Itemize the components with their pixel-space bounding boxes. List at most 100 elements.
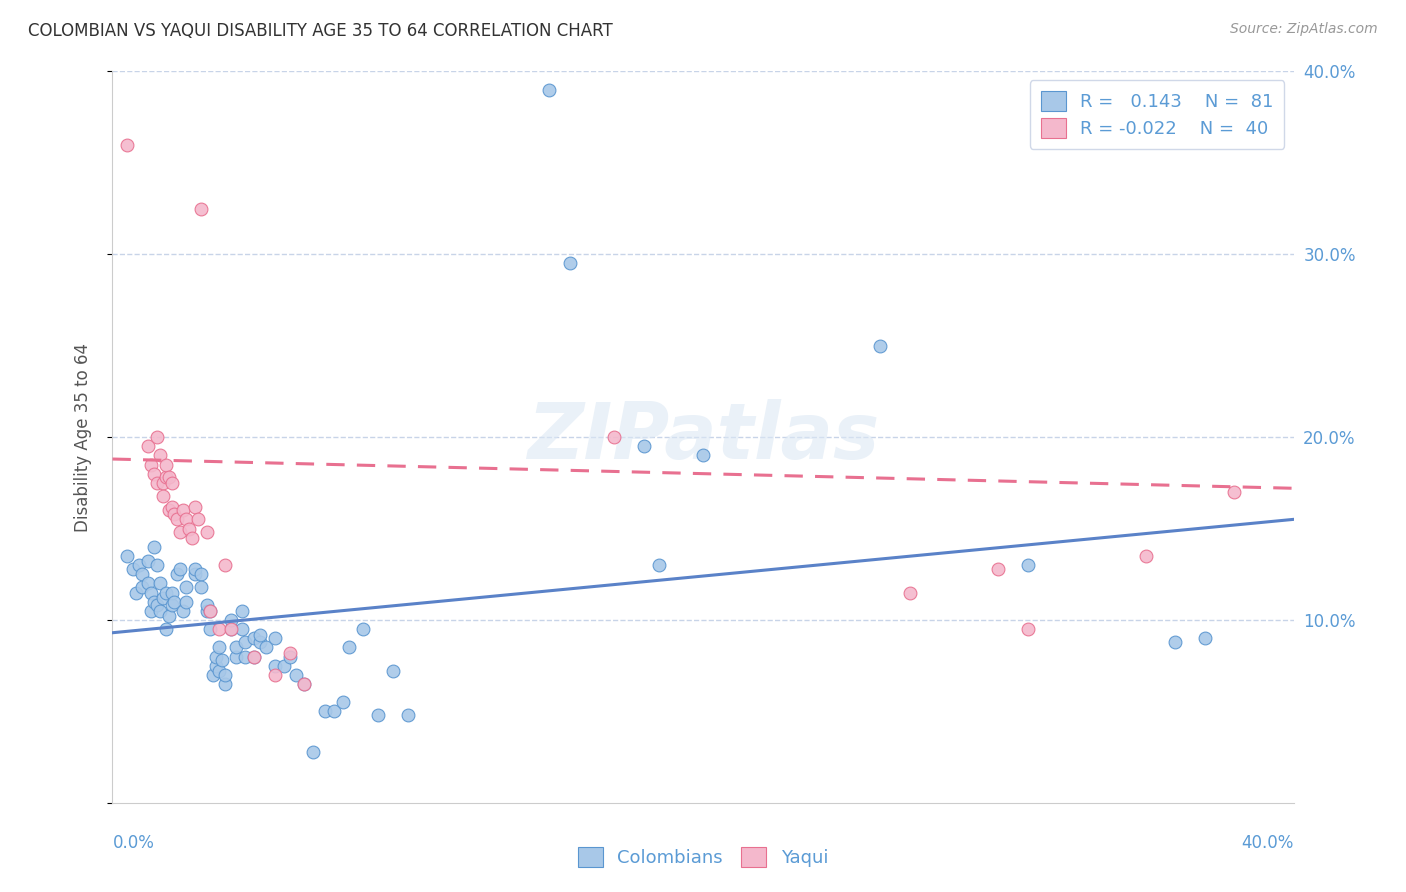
Point xyxy=(211,653,233,667)
Text: 0.0%: 0.0% xyxy=(112,834,155,852)
Point xyxy=(146,430,169,444)
Point xyxy=(278,649,301,664)
Point xyxy=(187,512,209,526)
Point xyxy=(205,658,228,673)
Point xyxy=(149,449,172,463)
Point xyxy=(243,632,266,646)
Point xyxy=(172,503,194,517)
Point xyxy=(243,649,266,664)
Point xyxy=(146,599,169,613)
Point xyxy=(233,649,256,664)
Y-axis label: Disability Age 35 to 64: Disability Age 35 to 64 xyxy=(73,343,91,532)
Point xyxy=(146,475,169,490)
Point xyxy=(254,640,277,655)
Point xyxy=(190,567,212,582)
Point xyxy=(184,567,207,582)
Point xyxy=(208,664,231,678)
Point xyxy=(603,430,626,444)
Point xyxy=(987,562,1010,576)
Point xyxy=(208,622,231,636)
Point xyxy=(214,558,236,573)
Point xyxy=(208,640,231,655)
Point xyxy=(195,525,218,540)
Point xyxy=(249,635,271,649)
Point xyxy=(157,470,180,484)
Point xyxy=(284,667,307,681)
Point xyxy=(155,585,177,599)
Legend: Colombians, Yaqui: Colombians, Yaqui xyxy=(571,839,835,874)
Point xyxy=(219,622,242,636)
Point xyxy=(292,677,315,691)
Point xyxy=(136,439,159,453)
Point xyxy=(179,521,201,535)
Point xyxy=(149,604,172,618)
Point xyxy=(647,558,671,573)
Point xyxy=(195,604,218,618)
Point xyxy=(184,562,207,576)
Point xyxy=(166,567,188,582)
Point xyxy=(1223,485,1246,500)
Point xyxy=(205,649,228,664)
Point xyxy=(243,649,266,664)
Point xyxy=(264,632,287,646)
Point xyxy=(337,640,360,655)
Point xyxy=(155,622,177,636)
Point xyxy=(139,585,162,599)
Point xyxy=(1017,622,1039,636)
Point xyxy=(332,695,354,709)
Point xyxy=(633,439,655,453)
Point xyxy=(160,475,183,490)
Point xyxy=(157,503,180,517)
Point xyxy=(249,627,271,641)
Point xyxy=(1017,558,1039,573)
Point xyxy=(219,622,242,636)
Point xyxy=(174,512,197,526)
Point xyxy=(367,708,389,723)
Point xyxy=(323,705,346,719)
Point xyxy=(1135,549,1157,563)
Point xyxy=(174,594,197,608)
Point xyxy=(181,531,204,545)
Point xyxy=(157,609,180,624)
Text: COLOMBIAN VS YAQUI DISABILITY AGE 35 TO 64 CORRELATION CHART: COLOMBIAN VS YAQUI DISABILITY AGE 35 TO … xyxy=(28,22,613,40)
Point xyxy=(225,640,247,655)
Point xyxy=(169,562,191,576)
Point xyxy=(198,604,221,618)
Point xyxy=(128,558,150,573)
Point xyxy=(125,585,148,599)
Point xyxy=(190,202,212,216)
Point xyxy=(231,622,253,636)
Point xyxy=(117,549,138,563)
Point xyxy=(382,664,405,678)
Point xyxy=(149,576,172,591)
Point xyxy=(136,554,159,568)
Point xyxy=(139,604,162,618)
Point xyxy=(152,489,174,503)
Point xyxy=(302,745,325,759)
Point xyxy=(233,635,256,649)
Point xyxy=(396,708,419,723)
Point xyxy=(898,585,921,599)
Legend: R =   0.143    N =  81, R = -0.022    N =  40: R = 0.143 N = 81, R = -0.022 N = 40 xyxy=(1029,80,1285,149)
Point xyxy=(160,500,183,514)
Text: 40.0%: 40.0% xyxy=(1241,834,1294,852)
Point xyxy=(152,475,174,490)
Point xyxy=(139,458,162,472)
Point xyxy=(160,599,183,613)
Point xyxy=(152,591,174,605)
Point xyxy=(352,622,374,636)
Point xyxy=(155,470,177,484)
Point xyxy=(214,667,236,681)
Point xyxy=(142,540,165,554)
Point xyxy=(142,594,165,608)
Point xyxy=(117,137,138,152)
Point xyxy=(1164,635,1187,649)
Point xyxy=(201,667,224,681)
Point xyxy=(146,558,169,573)
Point xyxy=(264,658,287,673)
Point xyxy=(163,594,186,608)
Point xyxy=(264,667,287,681)
Point xyxy=(174,580,197,594)
Point xyxy=(160,585,183,599)
Point xyxy=(1194,632,1216,646)
